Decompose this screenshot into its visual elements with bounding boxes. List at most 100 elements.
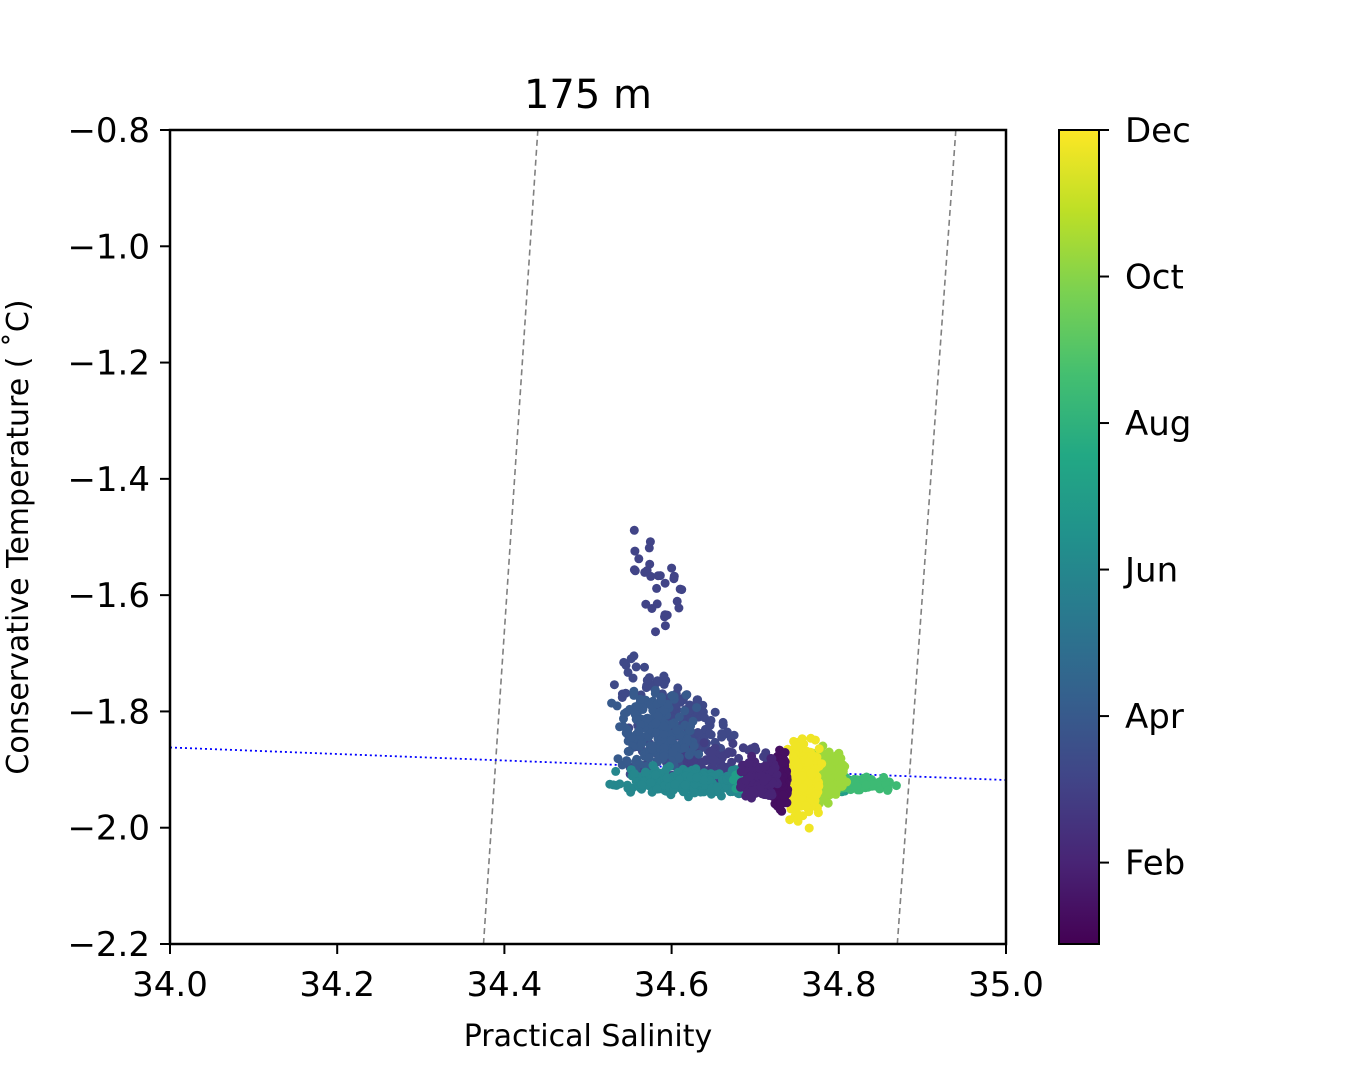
data-point bbox=[673, 683, 683, 693]
data-point bbox=[651, 718, 661, 728]
data-point bbox=[652, 784, 662, 794]
data-point bbox=[651, 728, 660, 738]
data-point bbox=[780, 748, 790, 757]
x-tick-label: 34.6 bbox=[634, 965, 710, 1005]
data-point bbox=[682, 736, 692, 746]
data-point bbox=[803, 757, 813, 767]
data-point bbox=[801, 801, 811, 811]
data-point bbox=[689, 741, 699, 751]
data-point bbox=[817, 759, 827, 769]
data-point bbox=[827, 782, 837, 792]
data-point bbox=[823, 798, 833, 808]
data-point bbox=[692, 703, 702, 713]
data-point bbox=[637, 780, 647, 790]
data-point bbox=[667, 691, 677, 700]
data-point bbox=[680, 780, 690, 790]
data-point bbox=[635, 694, 645, 704]
data-point bbox=[674, 752, 684, 762]
chart-title: 175 m bbox=[524, 72, 652, 118]
data-point bbox=[659, 671, 669, 681]
y-tick-label: −1.0 bbox=[67, 227, 150, 267]
x-axis: 34.0 34.2 34.4 34.6 34.8 35.0 bbox=[132, 944, 1044, 1005]
x-tick-label: 34.2 bbox=[299, 965, 375, 1005]
data-point bbox=[631, 702, 641, 712]
data-point bbox=[659, 751, 669, 761]
data-point bbox=[651, 627, 660, 637]
data-point bbox=[674, 712, 684, 722]
data-point bbox=[717, 729, 727, 739]
data-point bbox=[607, 698, 617, 708]
x-tick-label: 35.0 bbox=[968, 965, 1044, 1005]
data-point bbox=[814, 744, 824, 754]
data-point bbox=[659, 729, 669, 739]
data-point bbox=[637, 739, 647, 748]
y-axis: −0.8 −1.0 −1.2 −1.4 −1.6 −1.8 −2.0 −2.2 bbox=[67, 111, 170, 965]
data-point bbox=[660, 578, 670, 588]
data-point bbox=[685, 726, 695, 736]
data-point bbox=[650, 770, 660, 780]
data-point bbox=[699, 775, 709, 785]
data-point bbox=[710, 707, 720, 717]
data-point bbox=[861, 780, 871, 790]
data-point bbox=[813, 808, 823, 818]
data-point bbox=[883, 785, 893, 795]
scatter-points bbox=[605, 525, 901, 833]
data-point bbox=[646, 778, 656, 788]
data-point bbox=[699, 738, 709, 748]
data-point bbox=[662, 773, 672, 783]
y-tick-label: −1.4 bbox=[67, 460, 150, 500]
data-point bbox=[764, 791, 774, 800]
data-point bbox=[660, 621, 670, 631]
data-point bbox=[705, 729, 714, 738]
y-axis-label: Conservative Temperature ( ˚C) bbox=[1, 299, 36, 774]
data-point bbox=[623, 746, 633, 756]
data-point bbox=[677, 585, 687, 595]
data-point bbox=[804, 823, 814, 833]
data-point bbox=[644, 753, 654, 763]
data-point bbox=[759, 776, 769, 786]
data-point bbox=[793, 762, 803, 772]
data-point bbox=[672, 725, 681, 735]
data-point bbox=[667, 735, 676, 745]
data-point bbox=[836, 774, 846, 784]
data-point bbox=[747, 751, 757, 761]
data-point bbox=[667, 563, 677, 573]
data-point bbox=[629, 690, 639, 700]
data-point bbox=[712, 782, 722, 792]
data-point bbox=[619, 657, 629, 667]
data-point bbox=[694, 728, 703, 738]
data-point bbox=[680, 706, 690, 716]
data-point bbox=[657, 695, 666, 705]
data-point bbox=[697, 757, 707, 767]
data-point bbox=[641, 767, 650, 777]
colorbar-tick-label: Jun bbox=[1123, 551, 1178, 591]
data-point bbox=[642, 675, 652, 685]
data-point bbox=[814, 781, 824, 791]
data-point bbox=[669, 571, 679, 581]
data-point bbox=[759, 752, 768, 762]
data-point bbox=[626, 654, 636, 664]
data-point bbox=[797, 771, 807, 781]
y-tick-label: −1.2 bbox=[67, 344, 150, 384]
data-point bbox=[879, 772, 889, 782]
data-point bbox=[744, 758, 754, 768]
y-tick-label: −1.6 bbox=[67, 576, 150, 616]
data-point bbox=[768, 778, 778, 788]
data-point bbox=[745, 772, 755, 782]
data-point bbox=[706, 715, 716, 725]
data-point bbox=[623, 667, 633, 677]
data-point bbox=[652, 583, 662, 593]
data-point bbox=[653, 711, 663, 721]
data-point bbox=[611, 766, 621, 776]
data-point bbox=[642, 566, 652, 576]
data-point bbox=[622, 756, 632, 766]
y-tick-label: −2.2 bbox=[67, 925, 150, 965]
data-point bbox=[806, 768, 816, 778]
data-point bbox=[670, 779, 680, 789]
data-point bbox=[834, 763, 844, 773]
data-point bbox=[605, 779, 615, 789]
data-point bbox=[640, 662, 649, 672]
data-point bbox=[709, 755, 718, 765]
data-point bbox=[729, 730, 739, 740]
